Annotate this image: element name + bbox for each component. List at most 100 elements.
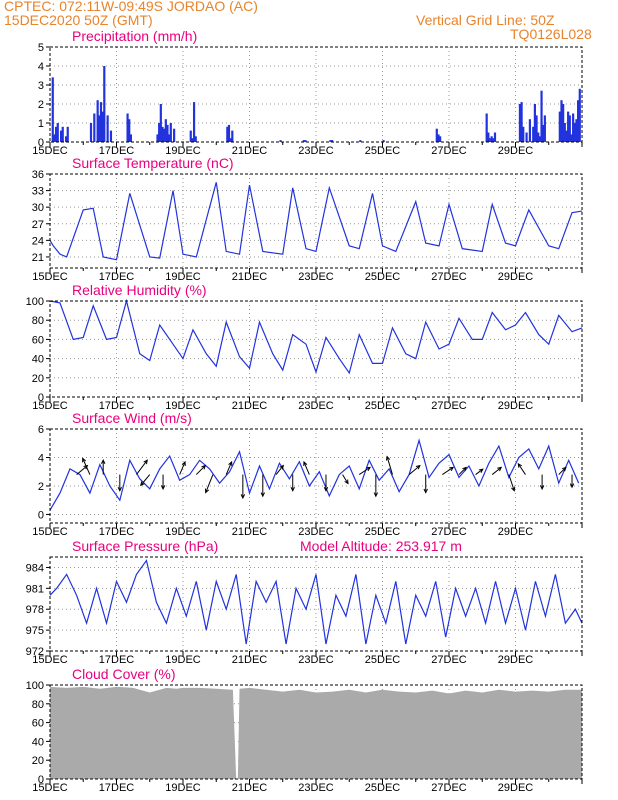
temp-xtick-label: 19DEC [165,271,201,283]
pres-xtick-label: 23DEC [298,654,334,666]
wind-panel: 0 2 4 6 15DEC 17DEC 19DEC 21DEC 23DEC 25DEC 27DEC 2… [32,410,583,538]
precip-bar [51,77,54,142]
precip-ytick-label: 5 [38,42,44,54]
wind-arrowhead [260,492,265,498]
precip-bar [543,115,546,142]
rh-xtick-label: 27DEC [431,400,467,412]
wind-arrowhead [160,485,166,491]
cloud-title: Cloud Cover (%) [72,666,175,682]
temp-xtick-label: 29DEC [498,271,534,283]
precip-bar [279,140,282,142]
wind-arrow [140,474,151,486]
rh-xtick-label: 15DEC [32,400,68,412]
precip-bar [158,123,161,142]
rh-ytick-label: 80 [32,315,44,327]
cloud-xtick-label: 25DEC [365,782,401,794]
precip-bar [227,124,231,142]
temp-xtick-label: 17DEC [99,271,135,283]
wind-arrowhead [423,488,428,494]
wind-arrowhead [82,457,87,463]
pres-xtick-label: 27DEC [431,654,467,666]
wind-arrowhead [373,492,379,498]
wind-arrow [475,468,484,475]
cloud-xtick-label: 15DEC [32,782,68,794]
cloud-ytick-label: 0 [38,774,44,786]
wind-ytick-label: 2 [38,481,44,493]
precip-bar [66,126,69,142]
pres-line [49,559,583,645]
precip-bar [575,119,578,142]
rh-ytick-label: 20 [32,373,44,385]
wind-arrowhead [365,466,371,472]
station-label: CPTEC: 072:11W-09:49S JORDAO (AC) [4,0,258,14]
wind-arrowhead [385,455,391,461]
pres-xtick-label: 17DEC [99,654,135,666]
pres-ytick-label: 972 [26,646,44,658]
precip-bar [492,138,495,142]
wind-arrowhead [279,464,285,470]
rh-xtick-label: 29DEC [498,400,534,412]
precip-bar [572,113,575,142]
precip-bar [518,104,522,142]
temp-ytick-label: 24 [32,235,44,247]
precip-bar [109,130,113,142]
precip-bar [488,138,492,142]
precip-bar [528,119,531,142]
precip-bar [537,132,540,142]
precip-xtick-label: 19DEC [165,145,201,157]
wind-title: Surface Wind (m/s) [72,410,192,426]
wind-arrow [136,459,148,475]
precip-bar [490,136,493,142]
cloud-xtick-label: 29DEC [498,782,534,794]
precip-bar [168,134,171,142]
wind-arrowhead [449,466,455,472]
precip-bar [493,132,497,142]
precip-xtick-label: 17DEC [99,145,135,157]
cloud-area [50,686,582,779]
temp-xtick-label: 21DEC [232,271,268,283]
precip-ytick-label: 0 [38,137,44,149]
pres-ytick-label: 978 [26,604,44,616]
precip-bar [487,132,490,142]
wind-arrowhead [240,494,246,500]
pres-ytick-label: 981 [26,583,44,595]
precip-bar [191,138,194,142]
precip-bar [435,128,438,142]
temp-series [49,182,583,261]
precip-bar [173,128,176,142]
precip-bar [563,123,566,142]
precip-bar [567,111,570,142]
precip-bar [520,102,523,142]
cloud-xtick-label: 19DEC [165,782,201,794]
precip-bar [568,115,571,142]
wind-xtick-label: 27DEC [431,526,467,538]
precip-bar [522,126,525,142]
pres-frame [49,556,583,652]
wind-arrow [342,474,349,484]
pres-xtick-label: 29DEC [498,654,534,666]
precip-bar [437,134,440,142]
run-code: TQ0126L028 [510,26,592,42]
precip-bar [99,102,103,142]
wind-arrowhead [561,466,567,472]
temp-xtick-label: 23DEC [298,271,334,283]
precip-bar [540,90,543,142]
wind-arrowhead [140,481,145,487]
rh-xtick-label: 23DEC [298,400,334,412]
precip-ytick-label: 4 [38,61,44,73]
precip-bar [558,111,561,142]
temp-xtick-label: 25DEC [365,271,401,283]
precip-bar [570,134,573,142]
precip-bar [61,126,64,142]
precip-bar [578,88,581,142]
cloud-xtick-label: 17DEC [99,782,135,794]
pres-title: Surface Pressure (hPa) [72,538,218,554]
wind-arrow [517,463,526,475]
precip-bar [64,136,68,142]
precip-xtick-label: 25DEC [365,145,401,157]
rh-title: Relative Humidity (%) [72,282,207,298]
rh-ytick-label: 100 [26,296,44,308]
wind-arrow [225,461,233,475]
wind-arrow [76,465,88,475]
precip-bar [53,134,56,142]
